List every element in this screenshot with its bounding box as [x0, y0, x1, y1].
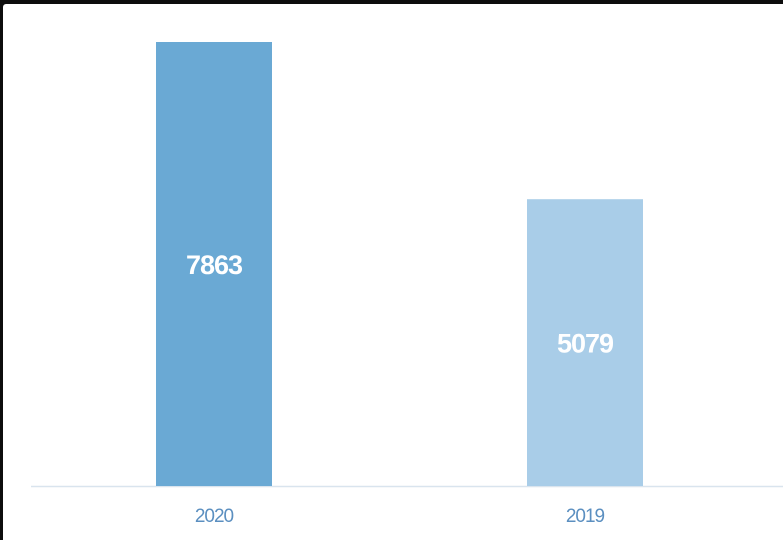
data-labels-group: 7863 5079 [186, 250, 615, 359]
x-tick-label-2019: 2019 [566, 506, 605, 527]
data-label-2020: 7863 [186, 250, 243, 280]
data-label-2019: 5079 [557, 329, 614, 359]
bar-2019 [527, 199, 643, 487]
bar-chart: 7863 5079 2020 2019 [31, 42, 783, 527]
x-tick-labels-group: 2020 2019 [195, 506, 606, 527]
bar-2020 [156, 42, 272, 486]
bars-group [156, 42, 643, 487]
x-tick-label-2020: 2020 [195, 506, 234, 527]
chart-frame: 7863 5079 2020 2019 [3, 4, 783, 540]
